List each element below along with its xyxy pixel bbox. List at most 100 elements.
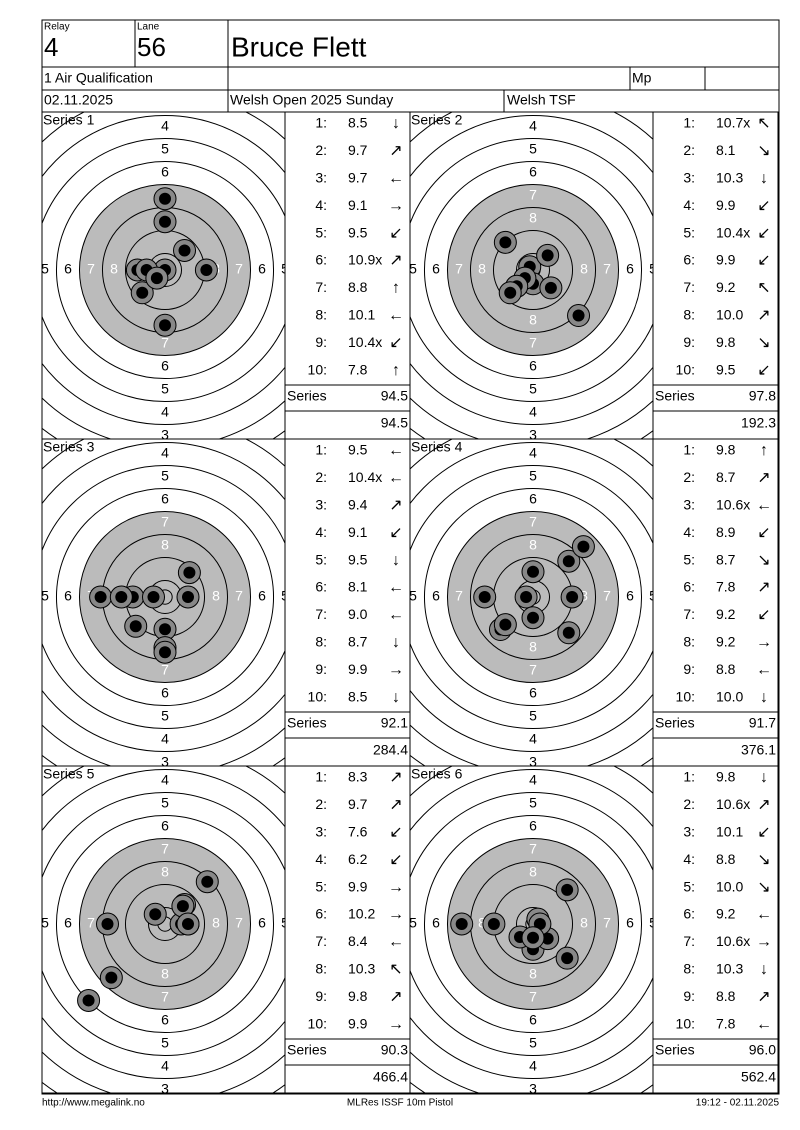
shot-direction: ↙ <box>757 524 770 541</box>
ring-label: 7 <box>529 989 537 1005</box>
shot-number: 3: <box>683 170 695 186</box>
shot-hole <box>182 591 194 603</box>
ring-label: 7 <box>603 261 611 277</box>
shot-direction: ↙ <box>389 851 402 868</box>
shot-score: 9.8 <box>348 988 368 1004</box>
shot-hole <box>176 900 189 913</box>
ring-label: 7 <box>161 514 169 530</box>
ring-label: 4 <box>672 915 680 931</box>
ring-label: 3 <box>0 588 3 604</box>
shot-direction: ↘ <box>757 851 770 868</box>
shot-direction: ↗ <box>389 797 402 814</box>
shot-score: 9.9 <box>348 1015 368 1031</box>
ring-label: 5 <box>281 588 289 604</box>
shot-number: 5: <box>683 551 695 567</box>
ring-label: 6 <box>529 685 537 701</box>
competition: Welsh Open 2025 Sunday <box>230 92 393 108</box>
shot-hole <box>147 591 160 603</box>
shot-score: 10.6x <box>716 497 750 513</box>
ring <box>42 792 285 1056</box>
shot <box>498 281 522 305</box>
shot-direction: ↗ <box>757 307 770 324</box>
shot-score: 10.2 <box>348 906 375 922</box>
shot-hole <box>541 932 554 945</box>
ring <box>423 814 643 1034</box>
shot-number: 9: <box>315 334 327 350</box>
shot <box>521 560 545 584</box>
series-total: 94.5 <box>381 388 408 404</box>
series-name: Series 6 <box>411 766 463 782</box>
ring-label: 7 <box>529 335 537 351</box>
shot-score: 10.0 <box>716 878 743 894</box>
ring-label: 3 <box>161 427 169 443</box>
series-total: 90.3 <box>381 1042 408 1058</box>
shot-number: 3: <box>315 170 327 186</box>
shot-number: 2: <box>683 142 695 158</box>
ring-label: 4 <box>672 588 680 604</box>
shot-direction: ↗ <box>389 252 402 269</box>
shot-score: 8.7 <box>716 469 736 485</box>
shot-number: 8: <box>315 307 327 323</box>
ring-label: 3 <box>0 261 3 277</box>
shot-number: 5: <box>315 551 327 567</box>
shot <box>567 304 591 328</box>
shot-direction: → <box>388 906 404 923</box>
shot-number: 6: <box>315 252 327 268</box>
ring-label: 4 <box>529 118 537 134</box>
shot-number: 10: <box>308 361 327 377</box>
shot-hole <box>487 918 500 930</box>
ring <box>410 138 653 402</box>
shot-hole <box>561 952 574 965</box>
ring <box>78 837 252 1011</box>
ring <box>55 487 275 707</box>
shot-direction: ← <box>388 607 404 624</box>
ring-label: 5 <box>41 915 49 931</box>
ring-label: 5 <box>161 1035 169 1051</box>
shot-number: 1: <box>315 115 327 131</box>
shot <box>571 535 595 559</box>
ring-label: 6 <box>432 588 440 604</box>
shot-hole <box>544 281 557 294</box>
shot-hole <box>159 319 171 332</box>
ring-label: 8 <box>478 261 486 277</box>
ring-label: 6 <box>161 685 169 701</box>
ring-label: 7 <box>529 841 537 857</box>
ring-label: 4 <box>304 588 312 604</box>
shot-hole <box>129 620 142 633</box>
shot-score: 10.3 <box>348 961 375 977</box>
shot <box>539 276 563 300</box>
series-total: 96.0 <box>749 1042 776 1058</box>
shot-hole <box>504 286 517 299</box>
ring-label: 8 <box>110 261 118 277</box>
ring-label: 7 <box>161 841 169 857</box>
ring-label: 6 <box>64 588 72 604</box>
ring <box>124 883 206 965</box>
ring-label: 7 <box>455 588 463 604</box>
shot <box>153 187 177 211</box>
shot-direction: ↗ <box>389 497 402 514</box>
ring-label: 8 <box>529 639 537 655</box>
ring-label: 7 <box>529 514 537 530</box>
shot-number: 4: <box>683 851 695 867</box>
series-total: 92.1 <box>381 715 408 731</box>
ring-label: 3 <box>161 1081 169 1097</box>
ring-label: 5 <box>529 141 537 157</box>
shot-hole <box>499 618 512 631</box>
shot <box>557 549 581 573</box>
shot-direction: → <box>388 661 404 678</box>
ring-label: 8 <box>212 915 220 931</box>
shot-hole <box>527 611 539 624</box>
shot-number: 4: <box>683 197 695 213</box>
shot-number: 2: <box>683 796 695 812</box>
ring-label: 5 <box>161 141 169 157</box>
shot-direction: ↙ <box>757 362 770 379</box>
shot-direction: ↗ <box>389 988 402 1005</box>
shot-score: 10.9x <box>348 252 382 268</box>
ring-label: 7 <box>87 915 95 931</box>
series-total-label: Series <box>287 715 327 731</box>
series-total-label: Series <box>287 1042 327 1058</box>
ring-label: 5 <box>409 915 417 931</box>
cumulative-total: 94.5 <box>381 415 408 431</box>
shot-hole <box>561 883 574 896</box>
relay: 4 <box>44 32 58 62</box>
